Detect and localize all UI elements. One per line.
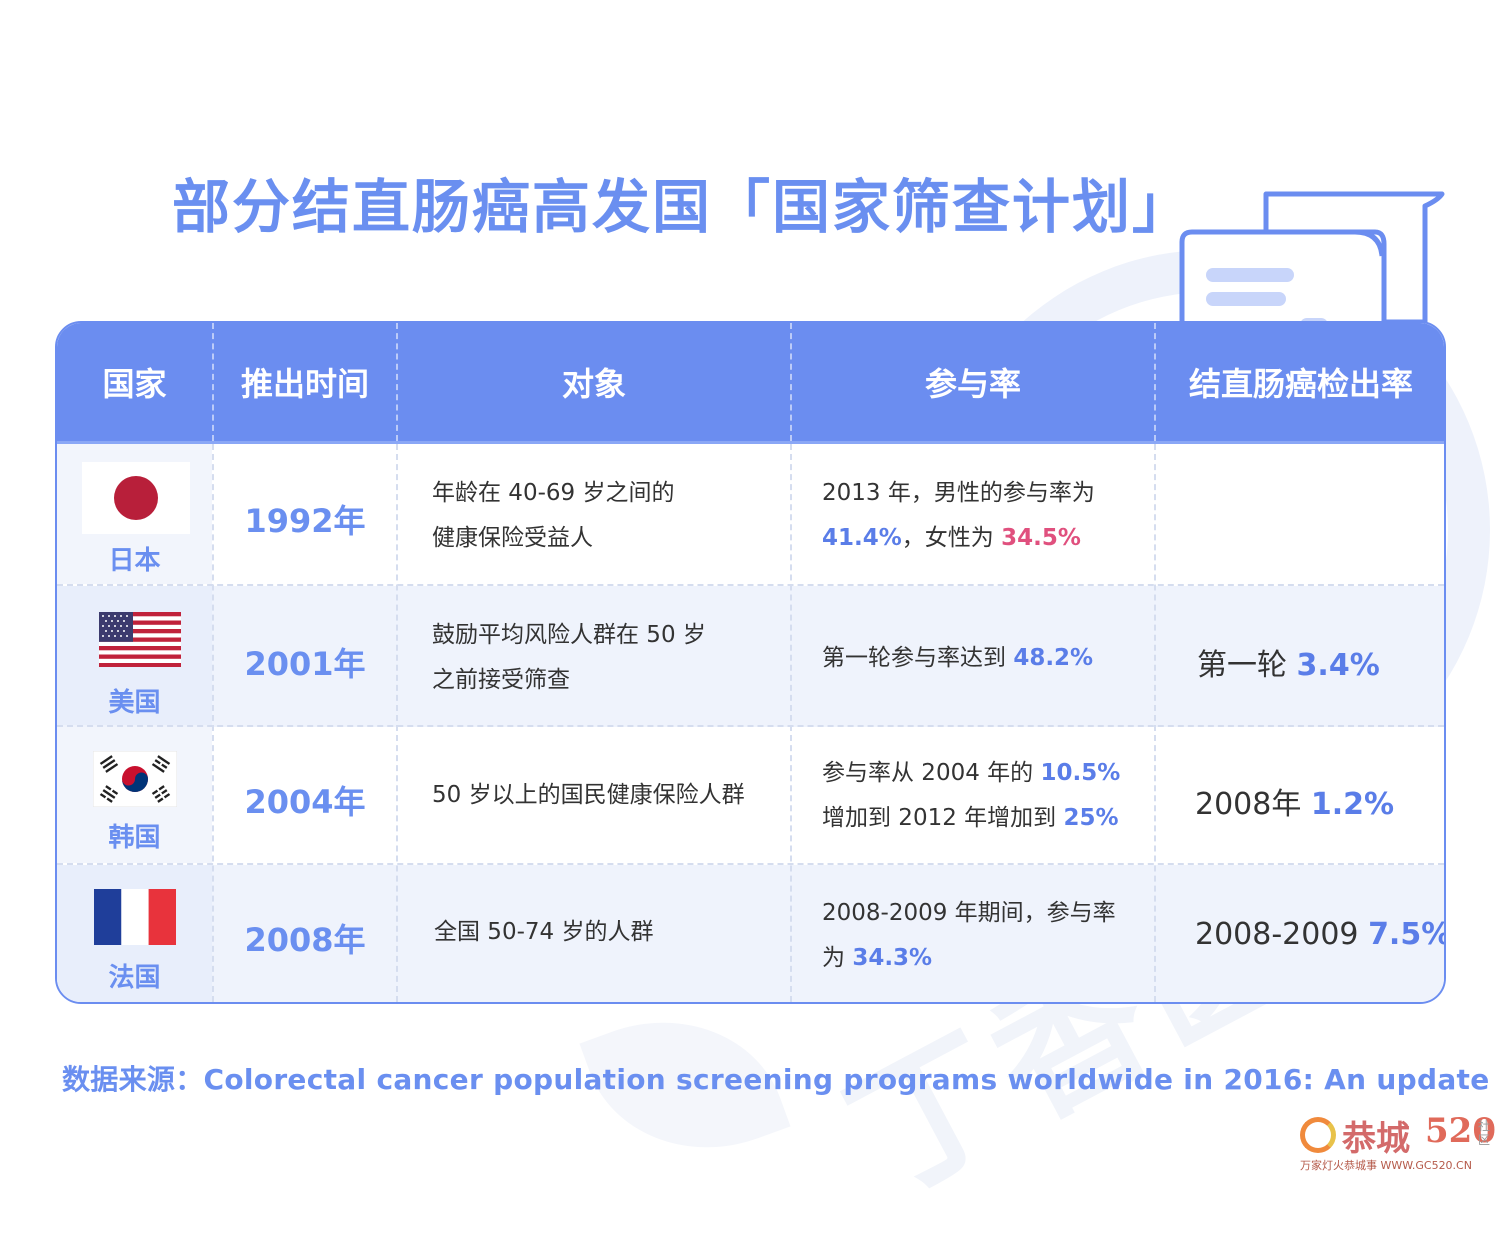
header-detection-rate: 结直肠癌检出率	[1188, 365, 1413, 403]
launch-year: 1992年	[244, 502, 366, 540]
target-group: 全国 50-74 岁的人群	[434, 919, 654, 945]
japan-flag-icon	[82, 462, 190, 534]
header-launch-time: 推出时间	[240, 365, 369, 403]
participation-rate: 参与率从 2004 年的 10.5% 增加到 2012 年增加到 25%	[822, 760, 1121, 831]
participation-rate: 第一轮参与率达到 48.2%	[822, 645, 1094, 671]
launch-year: 2001年	[244, 645, 366, 683]
participation-rate: 2008-2009 年期间，参与率 为 34.3%	[822, 900, 1116, 971]
page-title: 部分结直肠癌高发国「国家筛查计划」	[172, 173, 1193, 241]
logo-subtitle: 万家灯火恭城事 WWW.GC520.CN	[1300, 1159, 1472, 1172]
target-group: 年龄在 40-69 岁之间的 健康保险受益人	[432, 480, 675, 551]
france-flag-icon	[94, 889, 176, 945]
detection-rate: 第一轮 3.4%	[1197, 648, 1380, 683]
site-logo[interactable]: 恭城 520 社区 万家灯火恭城事 WWW.GC520.CN	[1300, 1111, 1496, 1175]
screening-table: 国家 推出时间 对象 参与率 结直肠癌检出率 日本 1992年 年龄在 40-6…	[55, 321, 1446, 1004]
table-row: 韩国 2004年 50 岁以上的国民健康保险人群 参与率从 2004 年的 10…	[57, 727, 1444, 865]
logo-name: 恭城	[1342, 1119, 1410, 1159]
data-source: 数据来源：Colorectal cancer population screen…	[62, 1063, 1490, 1096]
country-name: 日本	[108, 546, 161, 576]
logo-number: 520	[1425, 1111, 1496, 1151]
logo-side-text: 社区	[1478, 1119, 1491, 1147]
participation-rate: 2013 年，男性的参与率为 41.4%，女性为 34.5%	[822, 480, 1095, 551]
country-name: 韩国	[108, 823, 161, 853]
country-name: 美国	[108, 688, 161, 718]
detection-rate: 2008-2009 7.5%	[1195, 917, 1446, 952]
target-group: 50 岁以上的国民健康保险人群	[432, 782, 745, 808]
detection-rate: 2008年 1.2%	[1195, 787, 1395, 822]
table-header: 国家 推出时间 对象 参与率 结直肠癌检出率	[57, 323, 1444, 444]
header-target: 对象	[561, 365, 626, 403]
header-participation: 参与率	[924, 365, 1021, 403]
logo-mark-icon	[1300, 1117, 1336, 1153]
launch-year: 2004年	[244, 783, 366, 821]
country-name: 法国	[108, 963, 161, 993]
table-row: 美国 2001年 鼓励平均风险人群在 50 岁 之前接受筛查 第一轮参与率达到 …	[57, 586, 1444, 727]
launch-year: 2008年	[244, 921, 366, 959]
korea-flag-icon	[93, 751, 177, 807]
table-row: 法国 2008年 全国 50-74 岁的人群 2008-2009 年期间，参与率…	[57, 865, 1446, 1002]
header-country: 国家	[102, 365, 167, 403]
usa-flag-icon	[99, 612, 181, 667]
table-row: 日本 1992年 年龄在 40-69 岁之间的 健康保险受益人 2013 年，男…	[57, 444, 1444, 586]
target-group: 鼓励平均风险人群在 50 岁 之前接受筛查	[432, 622, 706, 693]
